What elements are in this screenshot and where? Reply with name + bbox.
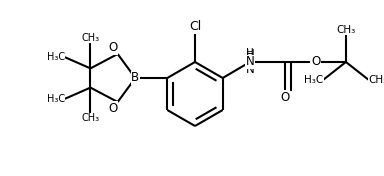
Text: O: O <box>280 91 290 104</box>
Text: B: B <box>131 71 139 84</box>
Text: H: H <box>246 48 254 58</box>
Text: O: O <box>108 102 118 115</box>
Text: CH₃: CH₃ <box>336 25 356 35</box>
Text: H₃C: H₃C <box>47 52 65 62</box>
Text: H₃C: H₃C <box>47 94 65 104</box>
Text: CH₃: CH₃ <box>81 33 99 43</box>
Text: O: O <box>311 55 320 68</box>
Text: CH₃: CH₃ <box>368 75 384 85</box>
Text: Cl: Cl <box>189 20 201 33</box>
Text: H
N: H N <box>245 48 254 76</box>
Text: H₃C: H₃C <box>304 75 323 85</box>
Text: N: N <box>245 55 254 68</box>
Text: CH₃: CH₃ <box>81 113 99 123</box>
Text: O: O <box>108 41 118 54</box>
